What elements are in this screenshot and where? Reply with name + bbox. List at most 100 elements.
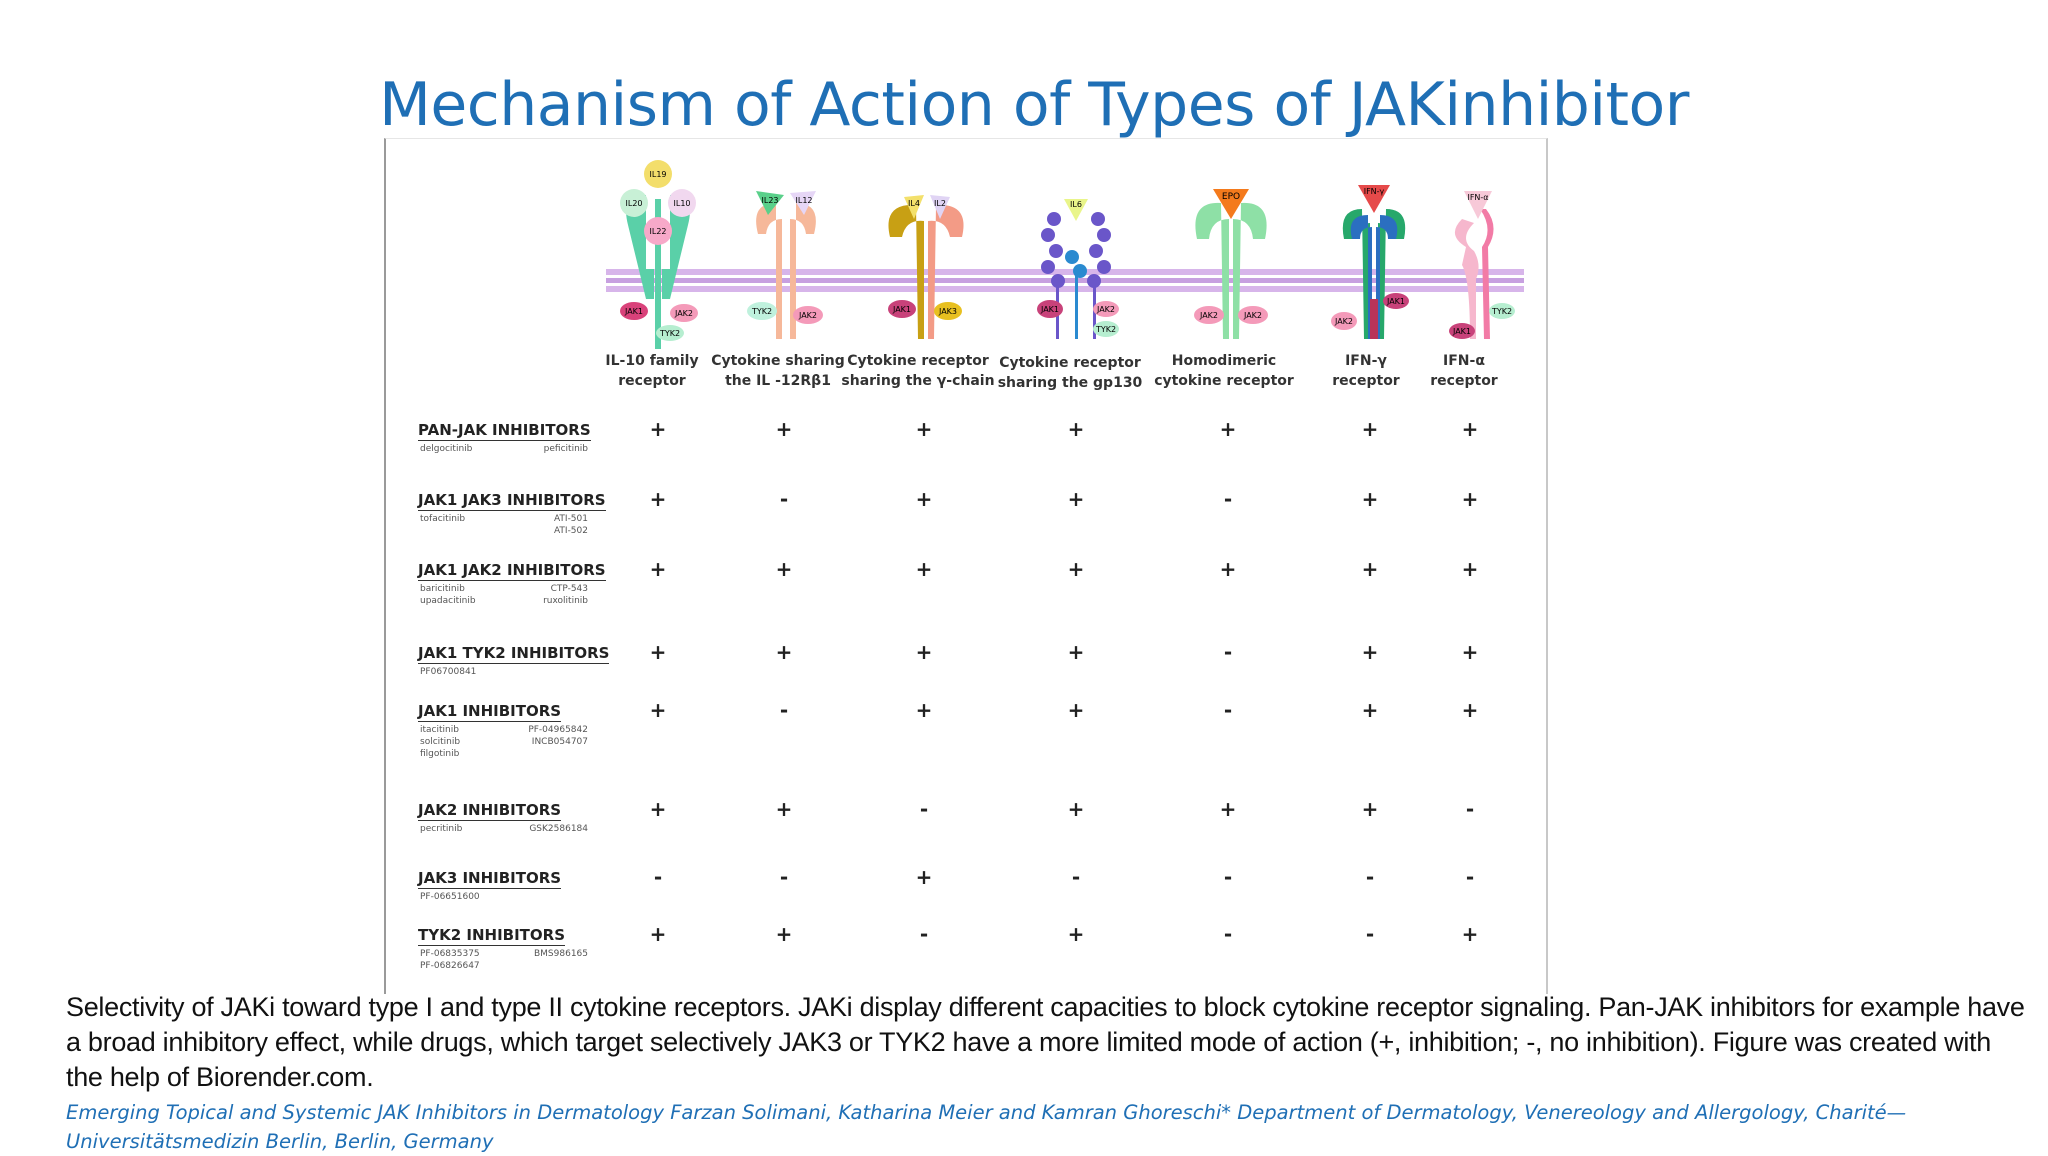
inhibition-cell: +	[649, 417, 667, 441]
drug-name: PF06700841	[420, 667, 477, 677]
drug-name: ATI-501	[553, 514, 588, 524]
ifng-receptor: IFN-γ JAK2 JAK1	[1331, 185, 1409, 339]
jak-inhibitor-figure: IL19 IL20 IL10 IL22 JAK1 JAK2 TYK2 IL23 …	[384, 138, 1548, 994]
inhibition-cell: -	[919, 922, 929, 946]
column-label: Cytokine receptor sharing the γ-chain	[841, 353, 995, 389]
drug-name: peficitinib	[543, 444, 588, 454]
gp130-receptor: IL6 JAK1 JAK2 TYK2	[1037, 199, 1119, 339]
drug-name: CTP-543	[550, 584, 588, 594]
cytokine-label: EPO	[1222, 192, 1240, 202]
jak-label: JAK2	[798, 311, 817, 320]
inhibition-cell: +	[775, 557, 793, 581]
inhibition-cell: +	[915, 557, 933, 581]
drug-name: PF-06835375	[420, 949, 480, 959]
inhibition-cell: +	[1067, 487, 1085, 511]
inhibition-cell: +	[1219, 797, 1237, 821]
drug-name: PF-06826647	[420, 961, 480, 971]
drug-name: BMS986165	[533, 949, 588, 959]
inhibition-cell: -	[1071, 865, 1081, 889]
cytokine-il2	[930, 195, 950, 219]
cytokine-il20	[620, 189, 648, 217]
inhibition-cell: +	[1067, 557, 1085, 581]
inhibition-cell: +	[1067, 922, 1085, 946]
cytokine-ifng	[1358, 185, 1390, 213]
inhibition-cell: -	[1223, 922, 1233, 946]
inhibition-cell: -	[1223, 487, 1233, 511]
gamma-chain-receptor: IL4 IL2 JAK1 JAK3	[888, 195, 964, 339]
inhibition-cell: +	[915, 698, 933, 722]
drug-name: pecritinib	[420, 824, 463, 834]
inhibition-cell: +	[1461, 698, 1479, 722]
drug-name: itacitinib	[420, 725, 459, 735]
drug-name: delgocitinib	[420, 444, 473, 454]
source-citation: Emerging Topical and Systemic JAK Inhibi…	[66, 1101, 1907, 1153]
ifna-receptor: IFN-α JAK1 TYK2	[1449, 191, 1515, 339]
cytokine-label: IL2	[934, 199, 946, 208]
cytokine-label: IL6	[1070, 200, 1082, 209]
inhibition-cell: -	[1365, 865, 1375, 889]
inhibition-cell: +	[649, 487, 667, 511]
inhibition-cell: -	[653, 865, 663, 889]
inhibition-cell: +	[775, 640, 793, 664]
il12-receptor: IL23 IL12 TYK2 JAK2	[747, 191, 823, 339]
inhibition-cell: +	[1461, 640, 1479, 664]
inhibition-cell: -	[779, 698, 789, 722]
jak-label: JAK1	[1040, 305, 1059, 314]
inhibitor-class-name: PAN-JAK INHIBITORS	[418, 421, 591, 441]
cytokine-il10	[668, 189, 696, 217]
drug-name: GSK2586184	[529, 824, 588, 834]
column-label: IL-10 family receptor	[605, 353, 699, 389]
jak-label: TYK2	[1095, 325, 1116, 334]
cytokine-label: IL23	[762, 196, 779, 205]
drug-name: solcitinib	[420, 737, 461, 747]
inhibition-cell: -	[1465, 865, 1475, 889]
column-label: IFN-α receptor	[1430, 353, 1498, 389]
inhibition-cell: +	[775, 922, 793, 946]
inhibition-cell: -	[1365, 922, 1375, 946]
jak-label: JAK1	[892, 305, 911, 314]
cytokine-label: IFN-α	[1467, 193, 1488, 202]
inhibition-cell: -	[779, 865, 789, 889]
cytokine-label: IL20	[626, 199, 643, 208]
inhibition-cell: +	[775, 417, 793, 441]
figure-caption: Selectivity of JAKi toward type I and ty…	[66, 992, 2025, 1092]
inhibition-cell: +	[1361, 487, 1379, 511]
jak-label: JAK2	[1243, 311, 1262, 320]
drug-name: PF-06651600	[420, 892, 480, 902]
cytokine-label: IL10	[674, 199, 691, 208]
column-label: IFN-γ receptor	[1332, 353, 1400, 389]
column-label: Cytokine sharing the IL -12Rβ1	[711, 353, 845, 389]
cytokine-label: IFN-γ	[1364, 187, 1385, 196]
cytokine-il19	[644, 160, 672, 188]
inhibition-cell: +	[1461, 922, 1479, 946]
inhibition-cell: +	[1067, 640, 1085, 664]
jak-label: JAK2	[1199, 311, 1218, 320]
inhibitor-class-name: JAK1 JAK2 INHIBITORS	[418, 561, 606, 581]
slide-title: Mechanism of Action of Types of JAKinhib…	[379, 70, 1689, 140]
jak-label: JAK2	[674, 309, 693, 318]
drug-name: tofacitinib	[420, 514, 466, 524]
cytokine-il23	[756, 191, 784, 215]
inhibition-cell: +	[915, 417, 933, 441]
inhibition-cell: +	[1461, 487, 1479, 511]
cytokine-il6	[1064, 199, 1088, 221]
inhibition-cell: +	[1067, 698, 1085, 722]
receptor-illustrations: IL19 IL20 IL10 IL22 JAK1 JAK2 TYK2 IL23 …	[620, 160, 1515, 349]
drug-name: ATI-502	[553, 526, 588, 536]
inhibition-cell: +	[1361, 797, 1379, 821]
inhibition-cell: +	[649, 922, 667, 946]
cytokine-ifna	[1464, 191, 1492, 219]
inhibition-cell: -	[779, 487, 789, 511]
inhibitor-class-name: JAK1 INHIBITORS	[418, 702, 562, 722]
inhibition-cell: +	[1361, 417, 1379, 441]
cytokine-il12	[790, 191, 816, 215]
cell-membrane	[606, 269, 1524, 295]
inhibition-cell: +	[649, 557, 667, 581]
column-label: Cytokine receptor sharing the gp130	[997, 355, 1143, 391]
drug-name: ruxolitinib	[543, 596, 588, 606]
inhibition-cell: +	[775, 797, 793, 821]
inhibitor-class-name: TYK2 INHIBITORS	[418, 926, 565, 946]
jak-label: JAK1	[1452, 327, 1471, 336]
inhibition-cell: -	[1223, 640, 1233, 664]
inhibition-cell: +	[1361, 698, 1379, 722]
